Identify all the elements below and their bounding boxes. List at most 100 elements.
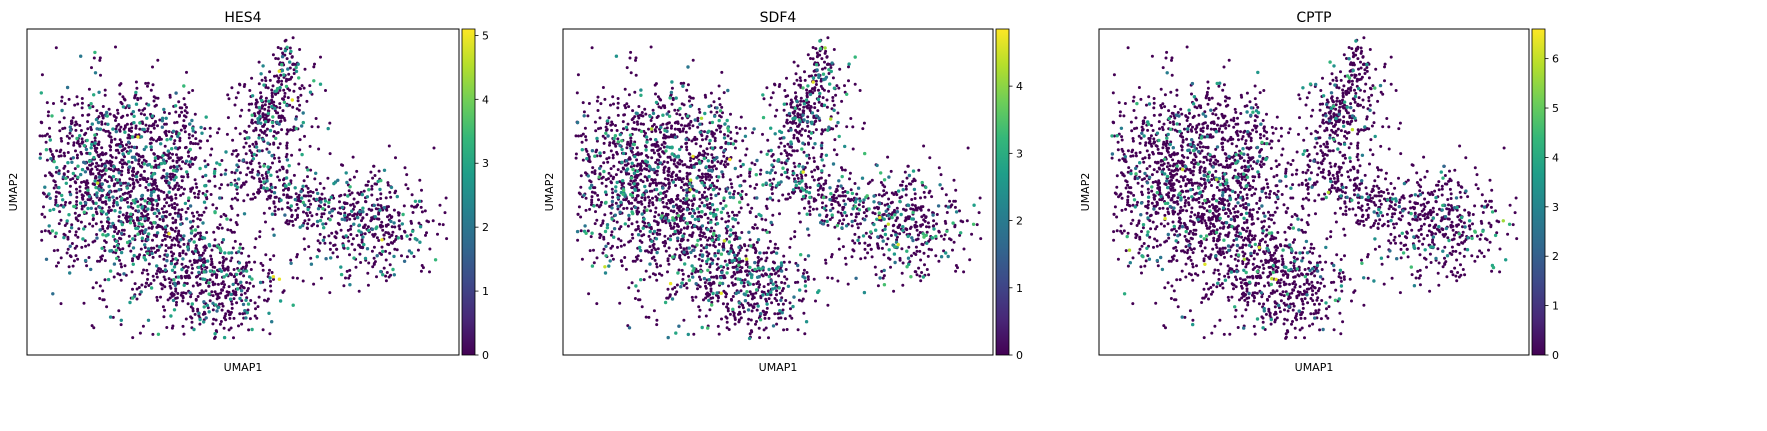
data-point <box>132 185 136 189</box>
data-point <box>150 208 154 212</box>
data-point <box>676 176 680 180</box>
data-point <box>284 79 288 83</box>
data-point <box>294 65 298 70</box>
data-point <box>75 200 79 203</box>
data-point <box>100 188 104 193</box>
data-point <box>380 206 384 210</box>
data-point <box>752 243 756 247</box>
data-point <box>719 115 723 119</box>
data-point <box>748 211 752 215</box>
data-point <box>680 102 684 106</box>
data-point <box>189 141 193 145</box>
data-point <box>764 218 768 222</box>
data-point <box>131 246 136 250</box>
data-point <box>204 316 208 320</box>
data-point <box>101 105 105 108</box>
data-point <box>764 259 768 263</box>
data-point <box>191 219 195 223</box>
data-point <box>744 193 748 196</box>
data-point <box>151 138 155 142</box>
data-point <box>697 227 700 231</box>
data-point <box>606 160 610 164</box>
data-point <box>165 181 169 185</box>
data-point <box>155 139 158 143</box>
data-point <box>43 215 47 219</box>
data-point <box>66 170 70 173</box>
data-point <box>713 164 716 168</box>
data-point <box>278 142 282 146</box>
data-point <box>103 93 107 97</box>
data-point <box>165 138 169 142</box>
data-point <box>713 136 717 140</box>
data-point <box>85 264 89 268</box>
data-point <box>629 71 633 75</box>
data-point <box>672 209 676 213</box>
data-point <box>127 145 131 149</box>
data-point <box>122 232 126 236</box>
data-point <box>242 145 246 149</box>
data-point <box>154 163 158 167</box>
data-point <box>748 290 752 294</box>
data-point <box>168 284 172 288</box>
data-point <box>345 180 349 185</box>
data-point <box>384 231 388 234</box>
data-point <box>327 234 331 238</box>
data-point <box>673 292 677 296</box>
data-point <box>138 127 142 131</box>
data-point <box>251 142 255 146</box>
data-point <box>935 213 939 216</box>
data-point <box>109 225 113 229</box>
data-point <box>628 144 632 148</box>
data-point <box>163 285 167 289</box>
data-point <box>152 278 156 282</box>
data-point <box>574 156 578 160</box>
data-point <box>370 193 374 197</box>
data-point <box>147 183 151 187</box>
data-point <box>112 275 116 279</box>
data-point <box>93 136 97 140</box>
data-point <box>157 211 161 215</box>
data-point <box>204 206 208 210</box>
data-point <box>784 268 788 271</box>
data-point <box>205 231 209 234</box>
data-point <box>289 179 293 183</box>
data-point <box>754 251 757 255</box>
data-point <box>285 45 289 49</box>
data-point <box>408 237 412 241</box>
data-point <box>767 149 771 153</box>
data-point <box>288 103 292 107</box>
data-point <box>232 297 236 301</box>
data-point <box>324 89 327 92</box>
data-point <box>595 99 599 103</box>
data-point <box>381 249 385 254</box>
data-point <box>685 191 689 195</box>
data-point <box>680 268 684 272</box>
data-point <box>662 160 666 164</box>
data-point <box>647 315 651 319</box>
data-point <box>220 282 224 286</box>
data-point <box>248 89 252 92</box>
data-point <box>175 300 178 304</box>
data-point <box>388 190 392 194</box>
data-point <box>236 198 240 202</box>
data-point <box>281 165 285 169</box>
data-point <box>58 210 62 214</box>
data-point <box>717 192 720 196</box>
data-point <box>655 169 659 173</box>
data-point <box>234 278 238 282</box>
data-point <box>291 62 295 66</box>
data-point <box>657 158 661 162</box>
data-point <box>90 122 95 126</box>
data-point <box>604 184 608 188</box>
data-point <box>700 172 704 176</box>
data-point <box>774 280 778 284</box>
data-point <box>708 271 712 274</box>
data-point <box>772 268 776 272</box>
data-point <box>241 269 245 273</box>
data-point <box>939 173 943 177</box>
data-point <box>644 112 648 116</box>
data-point <box>173 202 177 205</box>
data-point <box>176 275 181 279</box>
data-point <box>327 200 331 205</box>
data-point <box>269 182 273 186</box>
